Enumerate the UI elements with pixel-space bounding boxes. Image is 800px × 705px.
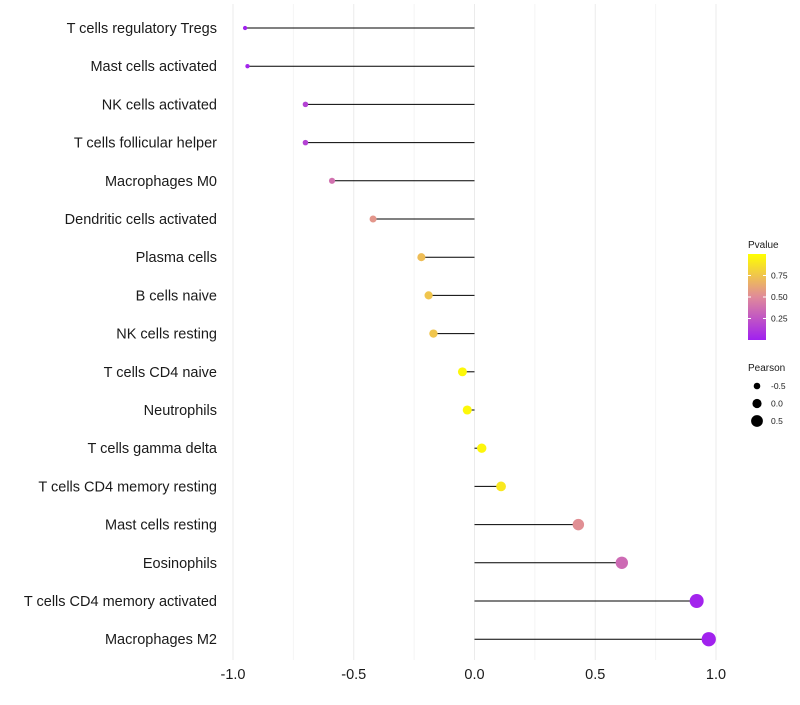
pearson-legend-label: -0.5 xyxy=(771,381,786,391)
pearson-legend-label: 0.0 xyxy=(771,399,783,409)
y-tick-label: T cells regulatory Tregs xyxy=(67,21,217,37)
colorbar-tick-label: 0.75 xyxy=(771,271,788,281)
lollipop-point xyxy=(242,25,248,31)
y-tick-labels: T cells regulatory Tregs Mast cells activ… xyxy=(24,21,218,648)
x-tick-label: -1.0 xyxy=(221,667,246,683)
y-tick-label: Macrophages M0 xyxy=(105,174,217,190)
y-tick-label: Mast cells resting xyxy=(105,518,217,534)
pearson-legend-key xyxy=(751,415,763,427)
y-tick-label: T cells gamma delta xyxy=(88,441,218,457)
y-tick-label: Plasma cells xyxy=(136,250,217,266)
y-tick-label: Macrophages M2 xyxy=(105,632,217,648)
pvalue-legend-title: Pvalue xyxy=(748,240,779,251)
colorbar-tick-label: 0.50 xyxy=(771,292,788,302)
pearson-legend-title: Pearson xyxy=(748,363,785,374)
x-tick-label: 1.0 xyxy=(706,667,726,683)
lollipop-point xyxy=(417,253,426,262)
y-tick-label: T cells CD4 memory resting xyxy=(38,479,217,495)
y-tick-label: Neutrophils xyxy=(144,403,217,419)
y-tick-label: Eosinophils xyxy=(143,556,217,572)
lollipop-point xyxy=(572,518,585,531)
y-tick-label: NK cells activated xyxy=(102,97,217,113)
pvalue-legend: Pvalue 0.25 0.50 0.75 xyxy=(748,240,788,340)
y-tick-label: T cells follicular helper xyxy=(74,136,217,152)
pearson-legend-label: 0.5 xyxy=(771,416,783,426)
pearson-legend-key xyxy=(752,398,762,409)
lollipop-point xyxy=(689,594,704,608)
lollipop-point xyxy=(477,443,487,453)
y-tick-label: NK cells resting xyxy=(116,327,217,343)
y-tick-label: T cells CD4 memory activated xyxy=(24,594,217,610)
lollipop-point xyxy=(496,481,506,492)
lollipop-point xyxy=(302,101,309,108)
lollipop-point xyxy=(369,215,377,223)
stem-layer xyxy=(245,27,709,640)
x-tick-label: 0.0 xyxy=(464,667,484,683)
y-tick-label: B cells naive xyxy=(136,288,217,304)
lollipop-point xyxy=(424,291,433,300)
lollipop-point xyxy=(462,405,472,415)
lollipop-point xyxy=(328,177,336,184)
lollipop-point xyxy=(615,556,629,569)
colorbar-tick-label: 0.25 xyxy=(771,314,788,324)
lollipop-point xyxy=(457,367,467,377)
pearson-legend: Pearson -0.5 0.0 0.5 xyxy=(748,363,786,427)
y-tick-label: Mast cells activated xyxy=(90,59,217,75)
lollipop-point xyxy=(245,64,250,69)
pvalue-colorbar xyxy=(748,254,766,340)
x-tick-labels: -1.0 -0.5 0.0 0.5 1.0 xyxy=(221,667,727,683)
x-tick-label: -0.5 xyxy=(341,667,366,683)
y-tick-label: Dendritic cells activated xyxy=(65,212,217,228)
lollipop-point xyxy=(701,632,716,647)
pearson-legend-key xyxy=(753,382,761,390)
lollipop-point xyxy=(429,329,438,338)
y-tick-label: T cells CD4 naive xyxy=(104,365,217,381)
grid-layer xyxy=(232,4,717,660)
x-tick-label: 0.5 xyxy=(585,667,605,683)
lollipop-point xyxy=(302,139,309,146)
point-layer xyxy=(242,25,716,647)
